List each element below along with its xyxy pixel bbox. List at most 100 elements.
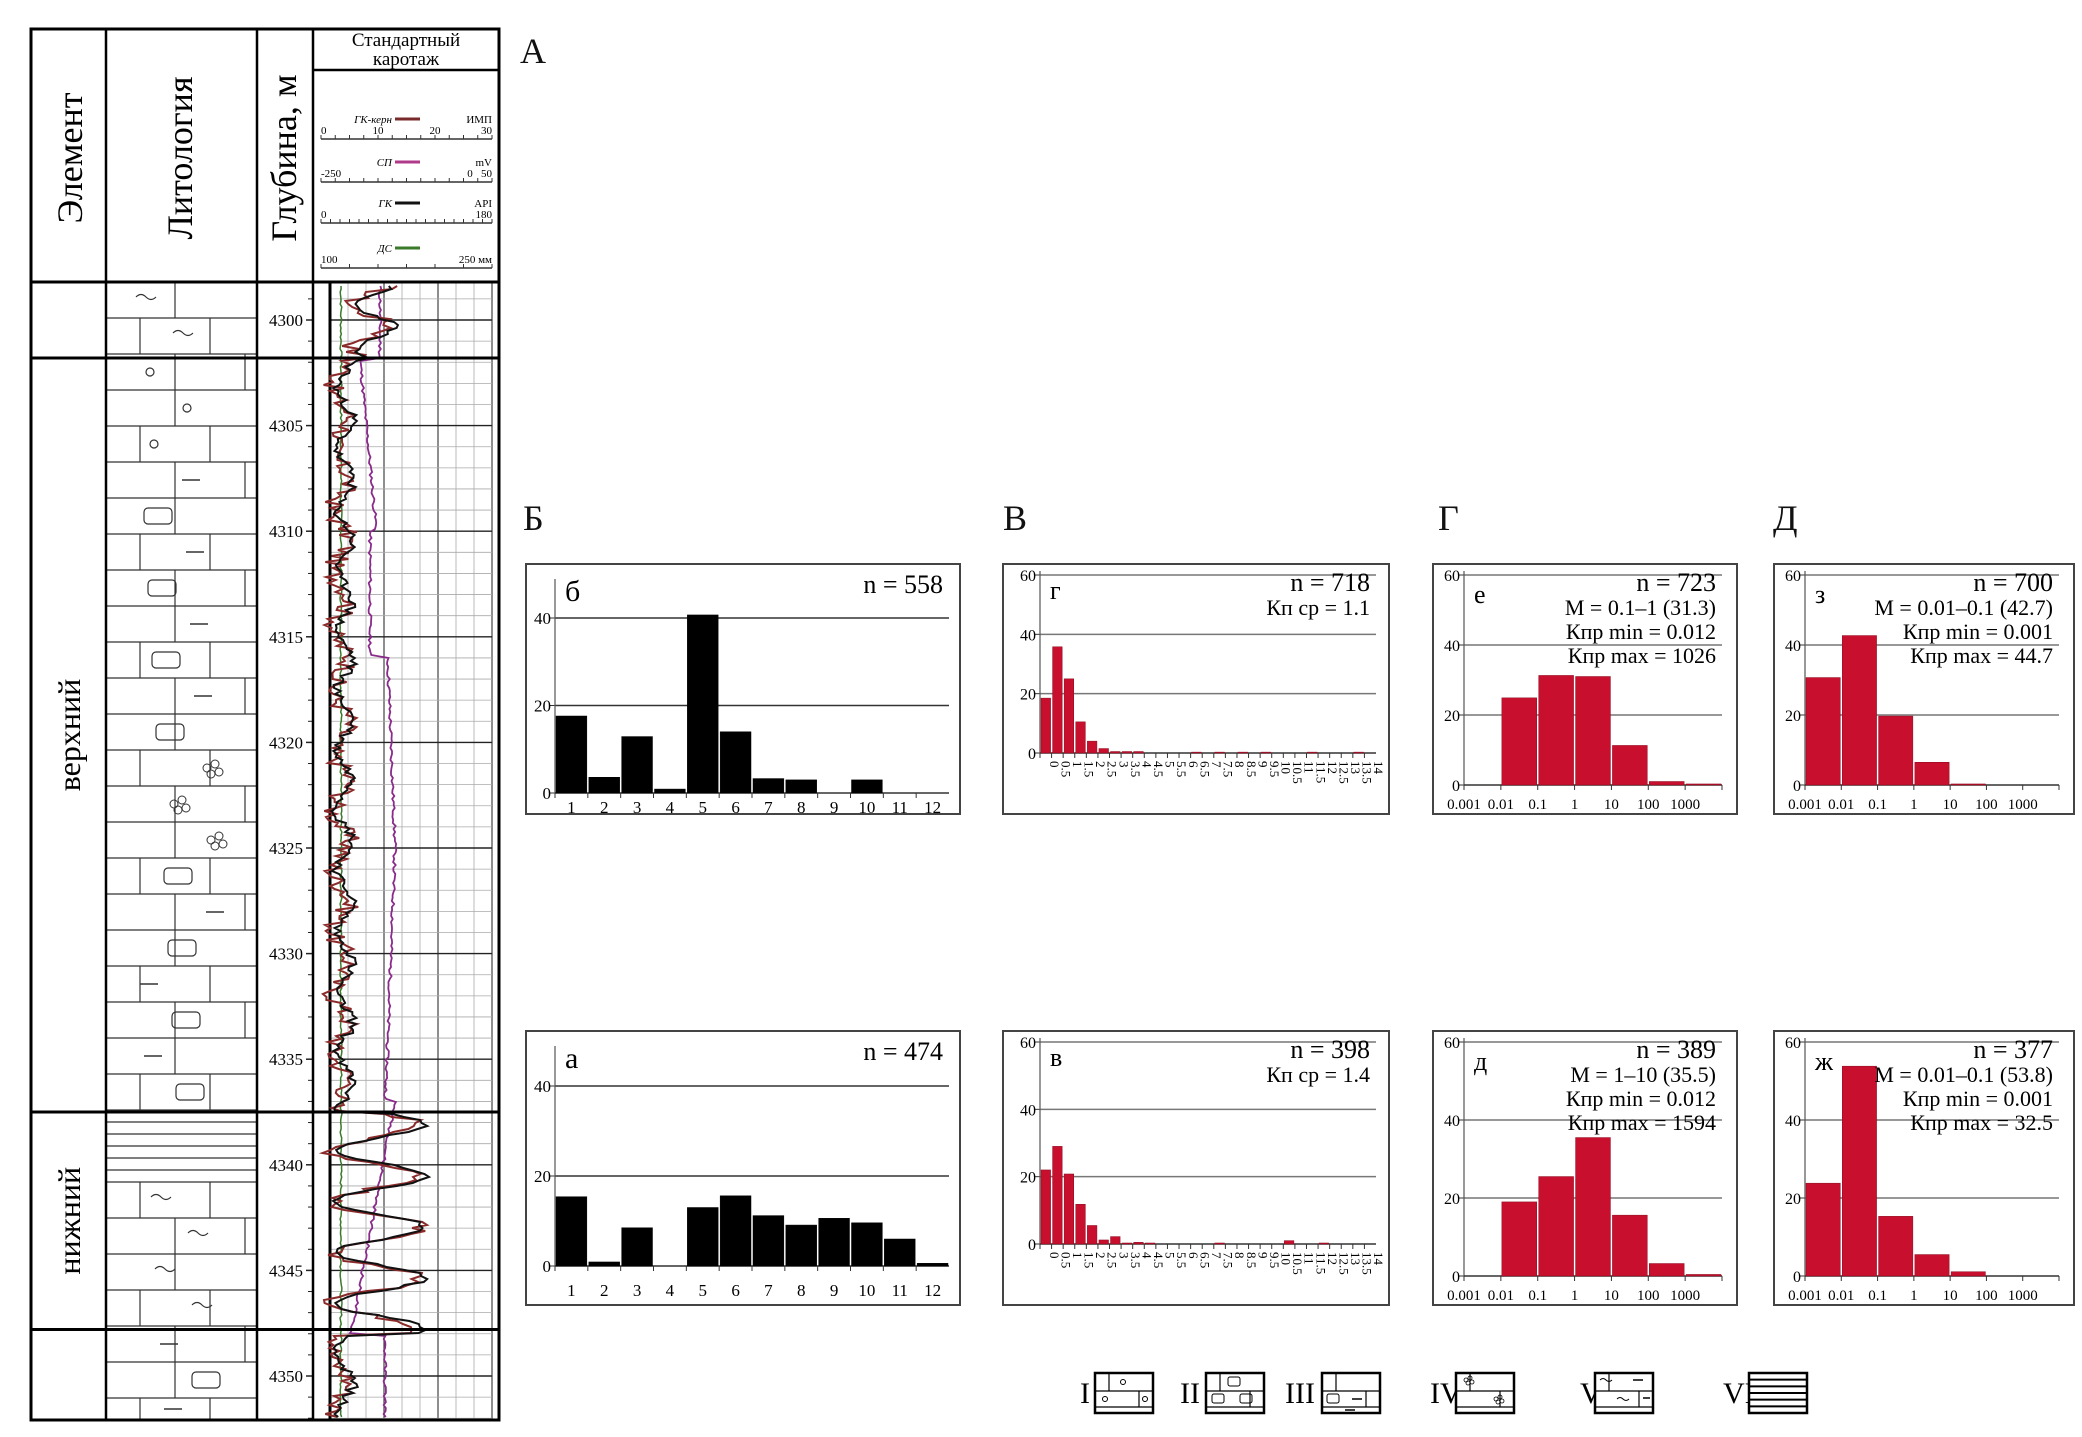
litho-oolite-symbol — [145, 367, 155, 377]
chart-xtick-label: 1000 — [2008, 797, 2038, 813]
chart-annotation: Кпр min = 0.001 — [1903, 619, 2053, 644]
chart-bar — [1075, 1204, 1086, 1245]
scale-tick-label: 0 — [321, 125, 327, 137]
chart-annotation: Кпр max = 1594 — [1568, 1110, 1716, 1135]
scale-tick-label: 0 — [321, 209, 327, 221]
legend-clay-wave — [1599, 1378, 1613, 1382]
chart-xtick-label: 1 — [567, 1281, 576, 1300]
chart-bar — [1307, 751, 1318, 754]
chart-ytick-label: 20 — [1444, 708, 1460, 725]
histogram-v-top: 020406000.511.522.533.544.555.566.577.58… — [1002, 563, 1390, 815]
chart-xtick-label: 10 — [858, 1281, 875, 1300]
chart-bar — [687, 614, 719, 794]
chart-xtick-label: 0.1 — [1868, 797, 1887, 813]
chart-xtick-label: 7 — [1209, 1252, 1224, 1259]
element-column: верхний нижний — [31, 356, 499, 1332]
chart-xtick-label: 13.5 — [1360, 761, 1375, 784]
litho-bioclast-symbol — [143, 507, 173, 525]
litho-clay-symbol — [172, 329, 194, 337]
chart-frame — [1002, 1030, 1390, 1306]
chart-xtick-label: 14 — [1371, 761, 1386, 775]
chart-ytick-label: 40 — [1020, 627, 1036, 644]
chart-xtick-label: 0.01 — [1828, 797, 1854, 813]
scale-unit-2: API — [474, 198, 492, 210]
legend-item-bioclastic-limestone: II — [1180, 1371, 1266, 1415]
chart-ytick-label: 40 — [1785, 638, 1801, 655]
chart-xtick-label: 5.5 — [1174, 1252, 1189, 1268]
scale-name-3: ДС — [377, 243, 393, 255]
chart-xtick-label: 3.5 — [1128, 761, 1143, 777]
chart-ytick-label: 60 — [1785, 568, 1801, 585]
chart-xtick-label: 0.001 — [1788, 1288, 1822, 1304]
chart-ytick-label: 20 — [1020, 687, 1036, 704]
chart-xtick-label: 100 — [1637, 1288, 1660, 1304]
chart-bar — [916, 1263, 949, 1267]
chart-bar — [1052, 646, 1063, 754]
chart-xtick-label: 10 — [1943, 797, 1958, 813]
litho-bioclast-symbol — [167, 939, 197, 957]
chart-xtick-label: 3 — [633, 798, 642, 815]
chart-ytick-label: 60 — [1444, 568, 1460, 585]
chart-xtick-label: 3.5 — [1128, 1252, 1143, 1268]
chart-annotation: Кпр min = 0.012 — [1566, 619, 1716, 644]
chart-ytick-label: 20 — [534, 1167, 551, 1186]
legend-item-clayey-limestone: V — [1580, 1371, 1655, 1415]
chart-xtick-label: 9 — [830, 1281, 839, 1300]
chart-annotation: Кпр max = 32.5 — [1910, 1110, 2053, 1135]
litho-clay-symbol — [135, 293, 157, 301]
litho-clay-symbol — [187, 1229, 209, 1237]
chart-bar — [752, 1215, 785, 1267]
lithology-column — [106, 281, 257, 1420]
scale-tick-label: 30 — [481, 125, 493, 137]
chart-xtick-label: 1 — [567, 798, 576, 815]
legend-bioclast — [1211, 1393, 1225, 1404]
chart-xtick-label: 2.5 — [1105, 1252, 1120, 1268]
chart-annotation: n = 389 — [1636, 1035, 1716, 1064]
scale-name-0: ГК-керн — [353, 114, 392, 126]
header-standard-log-line1: Стандартный — [352, 30, 460, 51]
chart-xtick-label: 0.01 — [1488, 797, 1514, 813]
chart-xtick-label: 0.1 — [1528, 1288, 1547, 1304]
chart-ytick-label: 60 — [1020, 568, 1036, 585]
depth-tick-label: 4300 — [269, 311, 303, 330]
chart-xtick-label: 11 — [892, 798, 908, 815]
chart-bar — [1878, 1216, 1914, 1277]
chart-xtick-label: 6 — [731, 1281, 740, 1300]
litho-bioclast-symbol — [163, 867, 193, 885]
legend-swatch-bioclastic-limestone — [1204, 1371, 1266, 1415]
litho-bioclast-symbol — [191, 1371, 221, 1389]
legend-swatch-oncolite-limestone — [1454, 1371, 1516, 1415]
legend-oncolite — [1467, 1375, 1473, 1381]
chart-bar — [1121, 1242, 1132, 1245]
chart-ytick-label: 40 — [1020, 1102, 1036, 1119]
chart-xtick-label: 1000 — [1670, 1288, 1700, 1304]
chart-bar — [1110, 751, 1121, 754]
chart-bar — [1133, 751, 1144, 754]
litho-oncolite-symbol — [218, 839, 228, 849]
litho-oncolite-symbol — [206, 769, 216, 779]
litho-oncolite-symbol — [210, 841, 220, 851]
chart-bar — [1805, 1182, 1841, 1277]
chart-bar — [1575, 1137, 1611, 1277]
chart-bar — [1040, 697, 1051, 754]
chart-xtick-label: 10 — [1279, 761, 1294, 774]
litho-oncolite-symbol — [206, 835, 216, 845]
chart-xtick-label: 7.5 — [1221, 1252, 1236, 1268]
chart-ytick-label: 0 — [1793, 1269, 1801, 1286]
chart-xtick-label: 4.5 — [1151, 1252, 1166, 1268]
chart-ytick-label: 40 — [534, 1077, 551, 1096]
litho-clay-symbol — [191, 1301, 213, 1309]
sp-curve — [348, 285, 398, 1418]
chart-bar — [1805, 677, 1841, 786]
chart-annotation: M = 1–10 (35.5) — [1570, 1062, 1716, 1087]
chart-xtick-label: 12.5 — [1336, 761, 1351, 784]
chart-xtick-label: 7 — [764, 798, 773, 815]
header-lithology: Литология — [160, 76, 200, 239]
litho-oncolite-symbol — [181, 803, 191, 813]
chart-annotation: Кп ср = 1.1 — [1266, 595, 1370, 620]
chart-bar — [785, 1224, 817, 1267]
chart-xtick-label: 1 — [1571, 1288, 1579, 1304]
chart-bar — [555, 1196, 588, 1267]
legend-item-oolite-limestone: I — [1080, 1371, 1155, 1415]
